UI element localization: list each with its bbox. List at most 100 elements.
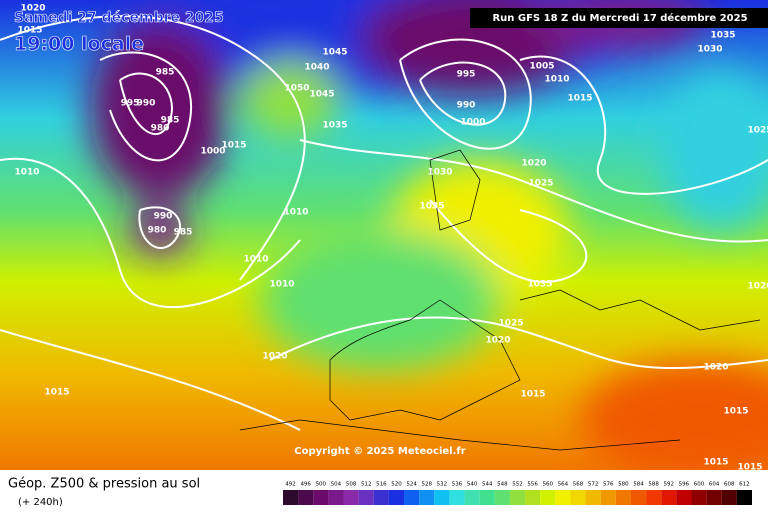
isobar-label: 1015	[44, 388, 69, 398]
isobar-label: 1035	[322, 121, 347, 131]
colorbar-label: 504	[331, 482, 342, 488]
coastlines	[239, 149, 761, 451]
colorbar-cell	[479, 490, 495, 505]
colorbar-cell	[373, 490, 389, 505]
colorbar-cell	[464, 490, 480, 505]
colorbar-label: 580	[618, 482, 629, 488]
isobar-label: 1015	[520, 390, 545, 400]
isobar-label: 1050	[284, 84, 309, 94]
colorbar-cell	[736, 490, 752, 505]
isobar-label: 1025	[747, 126, 768, 136]
isobar-label: 1000	[200, 147, 225, 157]
isobar-label: 1030	[697, 45, 722, 55]
isobar-label: 985	[174, 228, 193, 238]
colorbar-cell	[585, 490, 601, 505]
colorbar-cell	[706, 490, 722, 505]
colorbar-label: 492	[285, 482, 296, 488]
isobar-label: 1025	[498, 319, 523, 329]
colorbar-label: 588	[648, 482, 659, 488]
colorbar-cell	[434, 490, 450, 505]
colorbar-label: 556	[527, 482, 538, 488]
isobar-label: 1030	[427, 168, 452, 178]
colorbar-label: 600	[694, 482, 705, 488]
colorbar-label: 520	[391, 482, 402, 488]
colorbar-label: 612	[739, 482, 750, 488]
colorbar-label: 540	[467, 482, 478, 488]
isobar-label: 990	[154, 212, 173, 222]
isobar-label: 1020	[703, 363, 728, 373]
colorbar-cell	[313, 490, 329, 505]
colorbar-label: 576	[603, 482, 614, 488]
colorbar-cell	[570, 490, 586, 505]
isobar-label: 1010	[243, 255, 268, 265]
valid-date: Samedi 27 décembre 2025	[14, 10, 224, 26]
isobar-label: 1015	[723, 407, 748, 417]
copyright: Copyright © 2025 Meteociel.fr	[294, 446, 465, 457]
footer-title: Géop. Z500 & pression au sol	[8, 477, 200, 492]
colorbar-label: 604	[709, 482, 720, 488]
colorbar-cell	[555, 490, 571, 505]
isobars	[0, 15, 768, 431]
run-info: Run GFS 18 Z du Mercredi 17 décembre 202…	[492, 12, 747, 24]
isobar-label: 1005	[529, 62, 554, 72]
colorbar-cell	[358, 490, 374, 505]
colorbar-cell	[343, 490, 359, 505]
colorbar-cell	[298, 490, 314, 505]
colorbar-label: 496	[300, 482, 311, 488]
colorbar-cell	[600, 490, 616, 505]
isobar-label: 1010	[269, 280, 294, 290]
isobar-label: 1010	[283, 208, 308, 218]
isobar-label: 1035	[419, 202, 444, 212]
isobar-label: 990	[457, 101, 476, 111]
colorbar-cell	[419, 490, 435, 505]
colorbar-cell	[661, 490, 677, 505]
colorbar-label: 516	[376, 482, 387, 488]
colorbar-label: 560	[543, 482, 554, 488]
colorbar-cell	[525, 490, 541, 505]
colorbar-cell	[449, 490, 465, 505]
isobar-label: 1015	[17, 26, 42, 36]
colorbar-label: 528	[421, 482, 432, 488]
colorbar-label: 584	[633, 482, 644, 488]
isobar-label: 1015	[703, 458, 728, 468]
colorbar-label: 500	[316, 482, 327, 488]
colorbar-label: 524	[406, 482, 417, 488]
isobar-label: 1015	[567, 94, 592, 104]
isobar-label: 1025	[528, 179, 553, 189]
colorbar-label: 512	[361, 482, 372, 488]
isobar-label: 1040	[304, 63, 329, 73]
run-banner	[470, 8, 768, 28]
isobar-label: 985	[156, 68, 175, 78]
colorbar-cell	[388, 490, 405, 505]
colorbar-cell	[494, 490, 510, 505]
colorbar-cell	[646, 490, 662, 505]
isobar-label: 1045	[322, 48, 347, 58]
colorbar-label: 548	[497, 482, 508, 488]
colorbar-label: 608	[724, 482, 735, 488]
colorbar-label: 564	[558, 482, 569, 488]
colorbar-cell	[615, 490, 631, 505]
colorbar-cell	[676, 490, 692, 505]
isobar-label: 1020	[485, 336, 510, 346]
isobar-label: 995	[121, 99, 140, 109]
isobar-label: 980	[148, 226, 167, 236]
colorbar-label: 572	[588, 482, 599, 488]
colorbar-cell	[509, 490, 526, 505]
isobar-label: 1020	[262, 352, 287, 362]
colorbar-cell	[283, 490, 299, 505]
forecast-lead: (+ 240h)	[18, 497, 63, 508]
isobar-label: 995	[457, 70, 476, 80]
isobar-label: 1020	[747, 282, 768, 292]
colorbar-label: 592	[664, 482, 675, 488]
colorbar-label: 552	[512, 482, 523, 488]
colorbar-cell	[404, 490, 420, 505]
colorbar-cell	[328, 490, 344, 505]
colorbar-label: 568	[573, 482, 584, 488]
colorbar-label: 536	[452, 482, 463, 488]
isobar-labels: 1020101510109859959909859801000101599098…	[14, 4, 768, 473]
colorbar-label: 544	[482, 482, 493, 488]
colorbar-label: 532	[437, 482, 448, 488]
colorbar-cell	[691, 490, 707, 505]
isobar-label: 1020	[20, 4, 45, 14]
